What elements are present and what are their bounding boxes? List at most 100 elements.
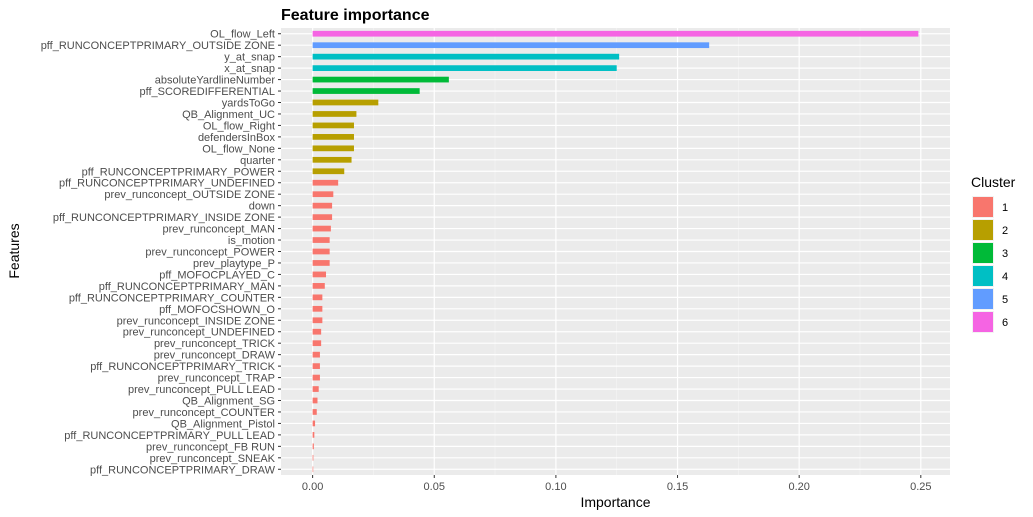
legend-swatch-6: [973, 312, 993, 332]
y-tick-label: quarter: [240, 155, 275, 167]
bar-pff-mofocplayed-c: [312, 271, 327, 278]
bar-prev-runconcept-trick: [312, 340, 322, 347]
y-tick-label: pff_RUNCONCEPTPRIMARY_POWER: [82, 166, 275, 178]
y-tick-label: yardsToGo: [222, 98, 275, 110]
bar-yardstogo: [312, 99, 379, 106]
y-tick-label: pff_RUNCONCEPTPRIMARY_DRAW: [90, 464, 276, 476]
legend-swatch-3: [973, 243, 993, 263]
y-tick-label: QB_Alignment_UC: [182, 109, 275, 121]
bar-pff-runconceptprimary-man: [312, 283, 325, 289]
bar-prev-runconcept-pull-lead: [312, 386, 319, 392]
y-tick-label: prev_runconcept_OUTSIDE ZONE: [104, 189, 275, 201]
y-tick-label: prev_runconcept_TRICK: [154, 338, 276, 350]
y-tick-label: pff_RUNCONCEPTPRIMARY_TRICK: [90, 361, 275, 373]
legend-swatch-2: [973, 220, 993, 240]
bar-qb-alignment-pistol: [312, 420, 316, 427]
x-axis-title: Importance: [580, 494, 650, 510]
y-tick-label: y_at_snap: [224, 52, 275, 64]
y-axis-title: Features: [6, 223, 22, 278]
grid-lines: [281, 28, 950, 475]
bar-pff-runconceptprimary-trick: [312, 363, 320, 369]
bar-pff-runconceptprimary-power: [312, 168, 345, 175]
bar-x-at-snap: [312, 65, 617, 71]
bar-prev-runconcept-fb-run: [312, 443, 314, 450]
bar-pff-runconceptprimary-draw: [312, 466, 314, 473]
bar-prev-runconcept-power: [312, 248, 330, 255]
y-tick-label: prev_runconcept_SNEAK: [150, 453, 276, 465]
bar-pff-runconceptprimary-undefined: [312, 179, 339, 186]
bar-prev-runconcept-undefined: [312, 328, 322, 335]
chart-title: Feature importance: [281, 7, 430, 24]
bar-qb-alignment-uc: [312, 111, 357, 117]
legend-swatch-4: [973, 266, 993, 286]
y-tick-label: OL_flow_Left: [210, 29, 275, 41]
bar-pff-runconceptprimary-inside-zone: [312, 214, 333, 220]
bar-y-at-snap: [312, 53, 620, 60]
bar-ol-flow-right: [312, 122, 354, 129]
y-tick-label: prev_runconcept_UNDEFINED: [123, 327, 275, 339]
bar-prev-runconcept-inside-zone: [312, 317, 323, 324]
bar-is-motion: [312, 237, 330, 243]
bar-prev-runconcept-trap: [312, 374, 320, 381]
y-tick-label: pff_RUNCONCEPTPRIMARY_COUNTER: [69, 292, 275, 304]
bar-quarter: [312, 156, 352, 163]
bar-prev-runconcept-man: [312, 225, 331, 232]
bar-prev-playtype-p: [312, 260, 330, 266]
y-tick-label: prev_runconcept_POWER: [145, 247, 275, 259]
y-tick-label: down: [249, 201, 275, 213]
bar-down: [312, 202, 333, 209]
bar-defendersinbox: [312, 134, 354, 140]
y-tick-label: OL_flow_None: [202, 143, 275, 155]
x-tick-label: 0.25: [910, 481, 931, 493]
bar-pff-runconceptprimary-pull-lead: [312, 432, 315, 438]
legend-title: Cluster: [971, 174, 1016, 190]
x-tick-label: 0.05: [424, 481, 445, 493]
bar-prev-runconcept-outside-zone: [312, 191, 334, 198]
y-tick-label: pff_RUNCONCEPTPRIMARY_INSIDE ZONE: [53, 212, 275, 224]
bar-pff-mofocshown-o: [312, 305, 323, 312]
x-tick-label: 0.15: [667, 481, 688, 493]
legend-label-5: 5: [1002, 294, 1008, 306]
y-tick-label: pff_RUNCONCEPTPRIMARY_OUTSIDE ZONE: [41, 40, 275, 52]
y-tick-label: pff_RUNCONCEPTPRIMARY_PULL LEAD: [64, 430, 275, 442]
bar-prev-runconcept-draw: [312, 351, 320, 358]
y-tick-label: absoluteYardlineNumber: [155, 75, 276, 87]
y-tick-label: pff_RUNCONCEPTPRIMARY_UNDEFINED: [59, 178, 275, 190]
x-tick-label: 0.20: [788, 481, 809, 493]
bar-ol-flow-left: [312, 30, 919, 37]
legend-label-2: 2: [1002, 225, 1008, 237]
bars: [312, 30, 919, 473]
y-tick-label: pff_RUNCONCEPTPRIMARY_MAN: [99, 281, 275, 293]
bar-prev-runconcept-counter: [312, 409, 317, 415]
y-tick-labels: OL_flow_Leftpff_RUNCONCEPTPRIMARY_OUTSID…: [41, 29, 281, 476]
y-tick-label: QB_Alignment_SG: [182, 396, 275, 408]
legend-label-1: 1: [1002, 202, 1008, 214]
bar-pff-runconceptprimary-outside-zone: [312, 42, 710, 49]
bar-pff-scoredifferential: [312, 88, 420, 94]
y-tick-label: prev_runconcept_MAN: [162, 224, 275, 236]
x-tick-label: 0.00: [302, 481, 323, 493]
y-tick-label: prev_playtype_P: [193, 258, 275, 270]
legend-label-6: 6: [1002, 317, 1008, 329]
bar-prev-runconcept-sneak: [312, 454, 314, 461]
legend-label-3: 3: [1002, 248, 1008, 260]
y-tick-label: x_at_snap: [224, 63, 275, 75]
bar-pff-runconceptprimary-counter: [312, 294, 323, 301]
legend-items: 1 2 3 4 5 6: [972, 196, 1008, 333]
legend-swatch-5: [973, 289, 993, 309]
y-tick-label: pff_MOFOCSHOWN_O: [159, 304, 275, 316]
legend: Cluster 1 2 3 4 5 6: [971, 174, 1016, 333]
y-tick-label: prev_runconcept_DRAW: [154, 350, 276, 362]
y-tick-label: pff_SCOREDIFFERENTIAL: [140, 86, 276, 98]
y-tick-label: pff_MOFOCPLAYED_C: [159, 269, 275, 281]
y-tick-label: prev_runconcept_FB RUN: [146, 441, 275, 453]
y-tick-label: defendersInBox: [198, 132, 276, 144]
y-tick-label: prev_runconcept_PULL LEAD: [128, 384, 275, 396]
x-tick-label: 0.10: [545, 481, 566, 493]
y-tick-label: prev_runconcept_COUNTER: [133, 407, 276, 419]
x-axis-ticks: 0.00 0.05 0.10 0.15 0.20 0.25: [302, 475, 932, 493]
y-tick-label: is_motion: [228, 235, 275, 247]
bar-absoluteyardlinenumber: [312, 76, 449, 83]
y-tick-label: prev_runconcept_INSIDE ZONE: [117, 315, 275, 327]
